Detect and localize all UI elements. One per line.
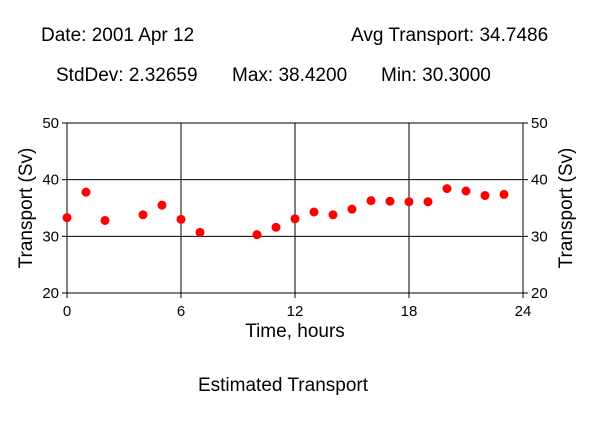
data-point xyxy=(328,210,338,220)
x-tick-label: 6 xyxy=(177,303,185,320)
data-point xyxy=(347,204,357,214)
x-tick-label: 12 xyxy=(287,303,304,320)
data-point xyxy=(195,227,205,237)
y-tick-label-left: 50 xyxy=(42,115,59,132)
y-tick-label-right: 40 xyxy=(531,172,548,189)
y-tick-label-right: 30 xyxy=(531,228,548,245)
x-tick-label: 18 xyxy=(401,303,418,320)
data-point xyxy=(81,187,91,197)
data-point xyxy=(385,196,395,206)
min-label: Min: 30.3000 xyxy=(381,65,491,86)
data-point xyxy=(404,197,414,207)
data-point xyxy=(157,200,167,210)
avg-transport-label: Avg Transport: 34.7486 xyxy=(351,25,549,46)
x-axis-label: Time, hours xyxy=(245,321,345,342)
data-point xyxy=(366,196,376,206)
data-point xyxy=(480,191,490,201)
chart-caption: Estimated Transport xyxy=(198,375,369,396)
grid-lines xyxy=(67,123,523,293)
y-tick-label-left: 20 xyxy=(42,285,59,302)
data-points xyxy=(62,184,509,240)
y-tick-label-right: 50 xyxy=(531,115,548,132)
date-label: Date: 2001 Apr 12 xyxy=(41,25,195,46)
y-axis-label-right: Transport (Sv) xyxy=(556,148,577,269)
y-tick-label-right: 20 xyxy=(531,285,548,302)
data-point xyxy=(62,213,72,223)
x-tick-label: 24 xyxy=(515,303,532,320)
data-point xyxy=(461,186,471,196)
data-point xyxy=(423,197,433,207)
data-point xyxy=(442,184,452,194)
max-label: Max: 38.4200 xyxy=(232,65,348,86)
data-point xyxy=(176,214,186,224)
data-point xyxy=(309,207,319,217)
data-point xyxy=(138,210,148,220)
data-point xyxy=(290,214,300,224)
y-axis-label-left: Transport (Sv) xyxy=(16,148,37,269)
data-point xyxy=(271,222,281,232)
data-point xyxy=(252,230,262,240)
data-point xyxy=(100,215,110,225)
y-tick-label-left: 40 xyxy=(42,172,59,189)
x-tick-label: 0 xyxy=(63,303,71,320)
data-point xyxy=(499,189,509,199)
stddev-label: StdDev: 2.32659 xyxy=(56,65,198,86)
y-tick-label-left: 30 xyxy=(42,228,59,245)
